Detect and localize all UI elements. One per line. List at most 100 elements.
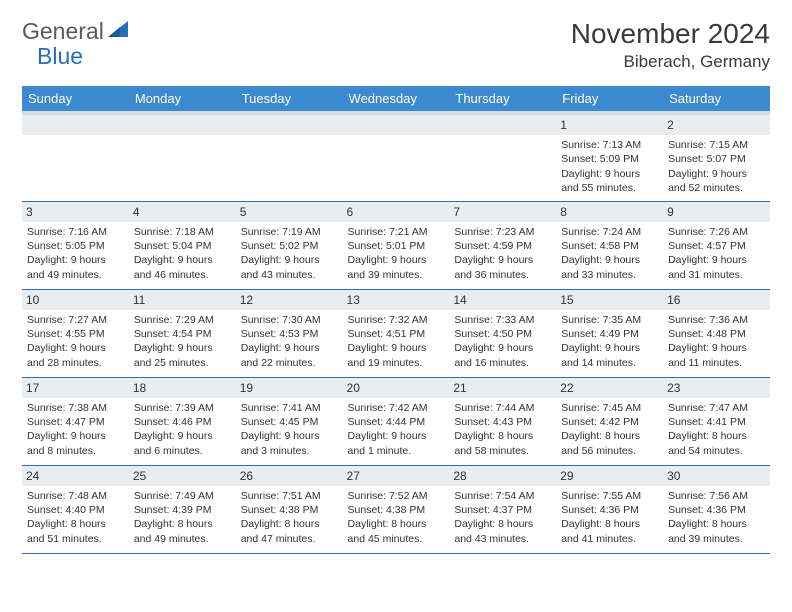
day-details: Sunrise: 7:32 AM Sunset: 4:51 PM Dayligh… bbox=[348, 313, 445, 370]
calendar-week-row: 3 Sunrise: 7:16 AM Sunset: 5:05 PM Daylig… bbox=[22, 201, 770, 289]
day-header-sunday: Sunday bbox=[22, 86, 129, 113]
day-number: 20 bbox=[343, 378, 450, 398]
calendar-week-row: 1Sunrise: 7:13 AM Sunset: 5:09 PM Daylig… bbox=[22, 113, 770, 201]
calendar-table: Sunday Monday Tuesday Wednesday Thursday… bbox=[22, 86, 770, 554]
day-number: 9 bbox=[663, 202, 770, 222]
day-details: Sunrise: 7:24 AM Sunset: 4:58 PM Dayligh… bbox=[561, 225, 658, 282]
day-number: 22 bbox=[556, 378, 663, 398]
day-details: Sunrise: 7:52 AM Sunset: 4:38 PM Dayligh… bbox=[348, 489, 445, 546]
day-cell: 11 Sunrise: 7:29 AM Sunset: 4:54 PM Dayli… bbox=[129, 289, 236, 377]
day-cell: 5 Sunrise: 7:19 AM Sunset: 5:02 PM Daylig… bbox=[236, 201, 343, 289]
day-cell: 22 Sunrise: 7:45 AM Sunset: 4:42 PM Dayli… bbox=[556, 377, 663, 465]
day-number bbox=[236, 115, 343, 135]
day-details: Sunrise: 7:18 AM Sunset: 5:04 PM Dayligh… bbox=[134, 225, 231, 282]
day-cell: 7 Sunrise: 7:23 AM Sunset: 4:59 PM Daylig… bbox=[449, 201, 556, 289]
day-details: Sunrise: 7:38 AM Sunset: 4:47 PM Dayligh… bbox=[27, 401, 124, 458]
day-cell: 23 Sunrise: 7:47 AM Sunset: 4:41 PM Dayli… bbox=[663, 377, 770, 465]
day-cell bbox=[22, 113, 129, 201]
day-number bbox=[449, 115, 556, 135]
day-cell: 19 Sunrise: 7:41 AM Sunset: 4:45 PM Dayli… bbox=[236, 377, 343, 465]
logo: General bbox=[22, 18, 130, 45]
day-cell: 8 Sunrise: 7:24 AM Sunset: 4:58 PM Daylig… bbox=[556, 201, 663, 289]
logo-text-blue: Blue bbox=[37, 43, 83, 70]
day-number: 11 bbox=[129, 290, 236, 310]
day-details: Sunrise: 7:56 AM Sunset: 4:36 PM Dayligh… bbox=[668, 489, 765, 546]
day-cell: 21 Sunrise: 7:44 AM Sunset: 4:43 PM Dayli… bbox=[449, 377, 556, 465]
day-header-monday: Monday bbox=[129, 86, 236, 113]
day-details: Sunrise: 7:35 AM Sunset: 4:49 PM Dayligh… bbox=[561, 313, 658, 370]
calendar-week-row: 17 Sunrise: 7:38 AM Sunset: 4:47 PM Dayli… bbox=[22, 377, 770, 465]
day-details: Sunrise: 7:16 AM Sunset: 5:05 PM Dayligh… bbox=[27, 225, 124, 282]
day-cell: 10 Sunrise: 7:27 AM Sunset: 4:55 PM Dayli… bbox=[22, 289, 129, 377]
day-number: 19 bbox=[236, 378, 343, 398]
day-number: 3 bbox=[22, 202, 129, 222]
logo-triangle-icon bbox=[108, 21, 128, 42]
day-cell: 14 Sunrise: 7:33 AM Sunset: 4:50 PM Dayli… bbox=[449, 289, 556, 377]
day-number: 4 bbox=[129, 202, 236, 222]
day-number: 21 bbox=[449, 378, 556, 398]
day-cell: 6Sunrise: 7:21 AM Sunset: 5:01 PM Daylig… bbox=[343, 201, 450, 289]
calendar-week-row: 10 Sunrise: 7:27 AM Sunset: 4:55 PM Dayli… bbox=[22, 289, 770, 377]
day-number: 16 bbox=[663, 290, 770, 310]
day-cell: 30Sunrise: 7:56 AM Sunset: 4:36 PM Dayli… bbox=[663, 465, 770, 553]
calendar-week-row: 24Sunrise: 7:48 AM Sunset: 4:40 PM Dayli… bbox=[22, 465, 770, 553]
day-cell: 16 Sunrise: 7:36 AM Sunset: 4:48 PM Dayli… bbox=[663, 289, 770, 377]
day-details: Sunrise: 7:33 AM Sunset: 4:50 PM Dayligh… bbox=[454, 313, 551, 370]
day-cell: 1Sunrise: 7:13 AM Sunset: 5:09 PM Daylig… bbox=[556, 113, 663, 201]
day-number: 12 bbox=[236, 290, 343, 310]
day-number: 27 bbox=[343, 466, 450, 486]
day-details: Sunrise: 7:19 AM Sunset: 5:02 PM Dayligh… bbox=[241, 225, 338, 282]
day-number: 17 bbox=[22, 378, 129, 398]
day-number: 7 bbox=[449, 202, 556, 222]
day-cell: 12 Sunrise: 7:30 AM Sunset: 4:53 PM Dayli… bbox=[236, 289, 343, 377]
day-details: Sunrise: 7:55 AM Sunset: 4:36 PM Dayligh… bbox=[561, 489, 658, 546]
location: Biberach, Germany bbox=[571, 52, 770, 72]
day-cell: 13 Sunrise: 7:32 AM Sunset: 4:51 PM Dayli… bbox=[343, 289, 450, 377]
day-cell: 24Sunrise: 7:48 AM Sunset: 4:40 PM Dayli… bbox=[22, 465, 129, 553]
day-cell: 26Sunrise: 7:51 AM Sunset: 4:38 PM Dayli… bbox=[236, 465, 343, 553]
day-details: Sunrise: 7:51 AM Sunset: 4:38 PM Dayligh… bbox=[241, 489, 338, 546]
day-number: 14 bbox=[449, 290, 556, 310]
day-details: Sunrise: 7:48 AM Sunset: 4:40 PM Dayligh… bbox=[27, 489, 124, 546]
day-cell: 17 Sunrise: 7:38 AM Sunset: 4:47 PM Dayli… bbox=[22, 377, 129, 465]
day-cell bbox=[343, 113, 450, 201]
day-cell: 4 Sunrise: 7:18 AM Sunset: 5:04 PM Daylig… bbox=[129, 201, 236, 289]
day-number: 5 bbox=[236, 202, 343, 222]
day-details: Sunrise: 7:45 AM Sunset: 4:42 PM Dayligh… bbox=[561, 401, 658, 458]
day-header-tuesday: Tuesday bbox=[236, 86, 343, 113]
day-details: Sunrise: 7:30 AM Sunset: 4:53 PM Dayligh… bbox=[241, 313, 338, 370]
header: General November 2024 Biberach, Germany bbox=[22, 18, 770, 72]
calendar-body: 1Sunrise: 7:13 AM Sunset: 5:09 PM Daylig… bbox=[22, 113, 770, 553]
day-details: Sunrise: 7:27 AM Sunset: 4:55 PM Dayligh… bbox=[27, 313, 124, 370]
day-details: Sunrise: 7:47 AM Sunset: 4:41 PM Dayligh… bbox=[668, 401, 765, 458]
day-header-thursday: Thursday bbox=[449, 86, 556, 113]
day-cell: 27 Sunrise: 7:52 AM Sunset: 4:38 PM Dayli… bbox=[343, 465, 450, 553]
day-header-friday: Friday bbox=[556, 86, 663, 113]
day-cell: 18 Sunrise: 7:39 AM Sunset: 4:46 PM Dayli… bbox=[129, 377, 236, 465]
day-details: Sunrise: 7:29 AM Sunset: 4:54 PM Dayligh… bbox=[134, 313, 231, 370]
day-details: Sunrise: 7:42 AM Sunset: 4:44 PM Dayligh… bbox=[348, 401, 445, 458]
day-cell bbox=[129, 113, 236, 201]
day-number: 8 bbox=[556, 202, 663, 222]
day-number: 23 bbox=[663, 378, 770, 398]
day-number: 13 bbox=[343, 290, 450, 310]
logo-text-general: General bbox=[22, 18, 104, 45]
day-cell: 15 Sunrise: 7:35 AM Sunset: 4:49 PM Dayli… bbox=[556, 289, 663, 377]
day-number: 15 bbox=[556, 290, 663, 310]
day-details: Sunrise: 7:44 AM Sunset: 4:43 PM Dayligh… bbox=[454, 401, 551, 458]
day-details: Sunrise: 7:41 AM Sunset: 4:45 PM Dayligh… bbox=[241, 401, 338, 458]
day-cell: 2Sunrise: 7:15 AM Sunset: 5:07 PM Daylig… bbox=[663, 113, 770, 201]
day-details: Sunrise: 7:39 AM Sunset: 4:46 PM Dayligh… bbox=[134, 401, 231, 458]
day-number bbox=[22, 115, 129, 135]
day-cell: 9 Sunrise: 7:26 AM Sunset: 4:57 PM Daylig… bbox=[663, 201, 770, 289]
day-details: Sunrise: 7:13 AM Sunset: 5:09 PM Dayligh… bbox=[561, 138, 658, 195]
day-cell bbox=[449, 113, 556, 201]
day-details: Sunrise: 7:23 AM Sunset: 4:59 PM Dayligh… bbox=[454, 225, 551, 282]
day-number: 10 bbox=[22, 290, 129, 310]
day-cell bbox=[236, 113, 343, 201]
day-cell: 28Sunrise: 7:54 AM Sunset: 4:37 PM Dayli… bbox=[449, 465, 556, 553]
day-details: Sunrise: 7:36 AM Sunset: 4:48 PM Dayligh… bbox=[668, 313, 765, 370]
day-details: Sunrise: 7:26 AM Sunset: 4:57 PM Dayligh… bbox=[668, 225, 765, 282]
day-cell: 3 Sunrise: 7:16 AM Sunset: 5:05 PM Daylig… bbox=[22, 201, 129, 289]
day-number: 18 bbox=[129, 378, 236, 398]
